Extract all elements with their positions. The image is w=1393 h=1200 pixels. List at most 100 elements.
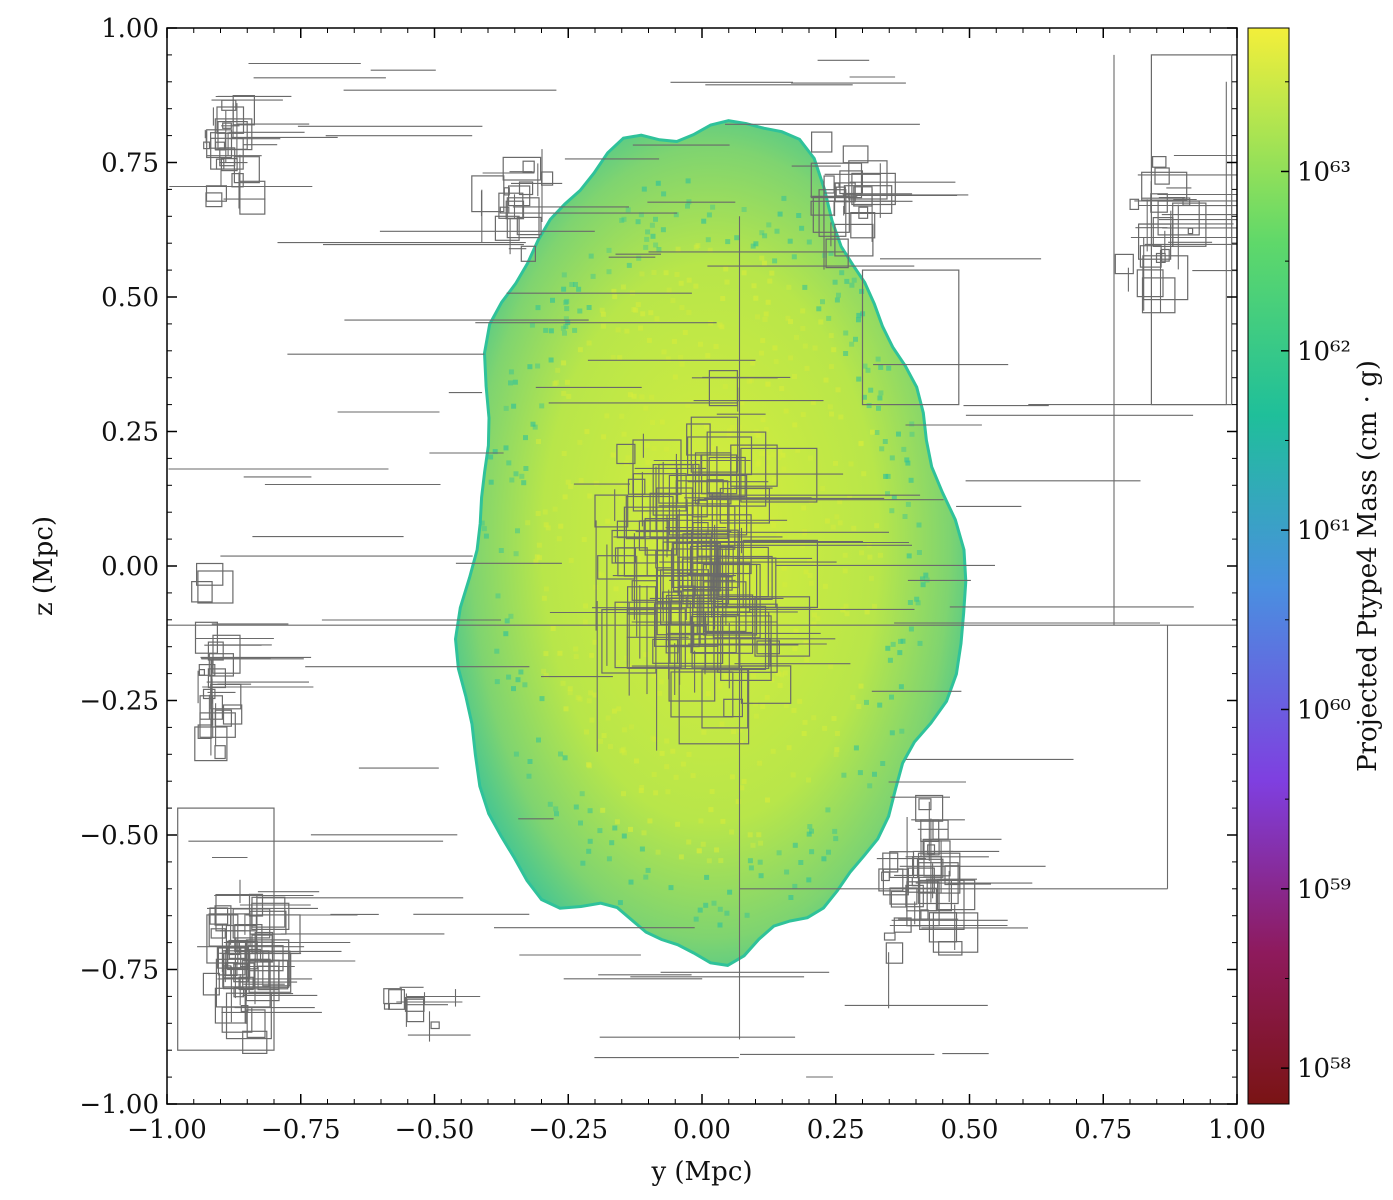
heatmap-pixel <box>917 640 923 646</box>
amr-grid-box <box>199 712 236 738</box>
heatmap-pixel <box>515 677 521 683</box>
heatmap-pixel <box>750 842 756 848</box>
amr-grid-box <box>196 562 224 586</box>
heatmap-pixel <box>800 412 806 418</box>
heatmap-pixel <box>781 195 787 201</box>
heatmap-pixel <box>730 519 736 525</box>
heatmap-pixel <box>621 833 627 839</box>
heatmap-pixel <box>760 704 766 709</box>
heatmap-pixel <box>580 860 586 866</box>
heatmap-pixel <box>523 466 529 471</box>
heatmap-pixel <box>821 856 827 862</box>
heatmap-pixel <box>792 646 798 652</box>
heatmap-pixel <box>714 615 719 621</box>
heatmap-pixel <box>904 457 910 463</box>
heatmap-pixel <box>483 533 489 539</box>
amr-grid-box <box>388 989 406 1010</box>
heatmap-pixel <box>844 611 850 617</box>
heatmap-pixel <box>632 471 638 477</box>
heatmap-pixel <box>564 298 570 304</box>
heatmap-pixel <box>619 217 625 223</box>
heatmap-pixel <box>644 480 649 486</box>
heatmap-pixel <box>652 737 658 742</box>
heatmap-pixel <box>797 698 803 704</box>
amr-grid-box <box>222 704 243 725</box>
heatmap-pixel <box>802 343 808 349</box>
heatmap-pixel <box>616 706 622 712</box>
amr-grid-box <box>632 439 682 495</box>
heatmap-pixel <box>530 421 536 427</box>
heatmap-pixel <box>751 283 757 289</box>
heatmap-pixel <box>717 683 723 689</box>
heatmap-pixel <box>648 310 654 316</box>
heatmap-pixel <box>776 850 782 856</box>
x-tick-label: 1.00 <box>1208 1115 1266 1145</box>
heatmap-pixel <box>498 548 504 553</box>
heatmap-pixel <box>615 327 621 333</box>
heatmap-pixel <box>697 848 702 854</box>
amr-grid-box <box>499 206 510 214</box>
heatmap-pixel <box>764 694 770 700</box>
heatmap-pixel <box>848 461 854 467</box>
x-tick-label: −0.25 <box>528 1115 608 1145</box>
heatmap-pixel <box>729 829 735 835</box>
colorbar-tick-label: 10⁶⁰ <box>1297 695 1351 725</box>
heatmap-pixel <box>643 405 649 411</box>
heatmap-pixel <box>783 703 789 708</box>
heatmap-pixel <box>664 764 670 770</box>
heatmap-pixel <box>652 538 658 544</box>
heatmap-pixel <box>832 279 838 285</box>
amr-grid-box <box>430 1021 440 1030</box>
heatmap-pixel <box>506 674 512 680</box>
colorbar: 10⁵⁸ 10⁵⁹ 10⁶⁰ 10⁶¹ 10⁶² 10⁶³ <box>1247 27 1351 1105</box>
heatmap-pixel <box>899 728 905 734</box>
heatmap-pixel <box>747 598 753 604</box>
amr-grid-box <box>670 671 734 718</box>
heatmap-pixel <box>859 288 865 294</box>
heatmap-pixel <box>741 778 747 784</box>
heatmap-pixel <box>882 439 888 444</box>
heatmap-pixel <box>750 243 756 249</box>
heatmap-pixel <box>853 336 858 342</box>
heatmap-pixel <box>600 311 606 317</box>
heatmap-pixel <box>643 541 649 547</box>
heatmap-pixel <box>561 272 567 278</box>
heatmap-pixel <box>765 614 770 620</box>
heatmap-pixel <box>739 785 745 791</box>
amr-grid-box <box>222 950 270 988</box>
heatmap-pixel <box>653 242 659 248</box>
heatmap-pixel <box>787 238 793 244</box>
heatmap-pixel <box>807 824 813 830</box>
heatmap-pixel <box>866 403 872 409</box>
heatmap-pixel <box>697 907 703 913</box>
heatmap-pixel <box>727 889 733 895</box>
heatmap-pixel <box>731 729 737 735</box>
heatmap-pixel <box>836 292 841 298</box>
heatmap-pixel <box>644 236 650 242</box>
heatmap-pixel <box>889 694 894 700</box>
heatmap-pixel <box>659 482 665 488</box>
amr-grid-box <box>494 215 520 241</box>
heatmap-pixel <box>732 643 737 649</box>
heatmap-pixel <box>561 286 567 292</box>
amr-grid-box <box>626 608 686 669</box>
heatmap-pixel <box>698 818 704 824</box>
heatmap-pixel <box>563 300 569 306</box>
amr-grid-box <box>215 158 225 170</box>
heatmap-pixel <box>872 603 877 609</box>
heatmap-pixel <box>661 191 667 197</box>
y-tick-label: −0.25 <box>79 687 159 717</box>
heatmap-pixel <box>780 452 786 458</box>
heatmap-pixel <box>723 266 729 272</box>
x-tick-label: 0.25 <box>807 1115 865 1145</box>
heatmap-pixel <box>765 797 770 803</box>
heatmap-pixel <box>668 885 674 891</box>
heatmap-pixel <box>659 750 665 756</box>
heatmap-pixel <box>707 597 712 602</box>
heatmap-pixel <box>755 314 760 320</box>
heatmap-pixel <box>788 895 794 900</box>
heatmap-pixel <box>573 804 579 810</box>
heatmap-pixel <box>572 327 578 333</box>
heatmap-pixel <box>639 846 645 852</box>
heatmap-pixel <box>753 241 759 247</box>
